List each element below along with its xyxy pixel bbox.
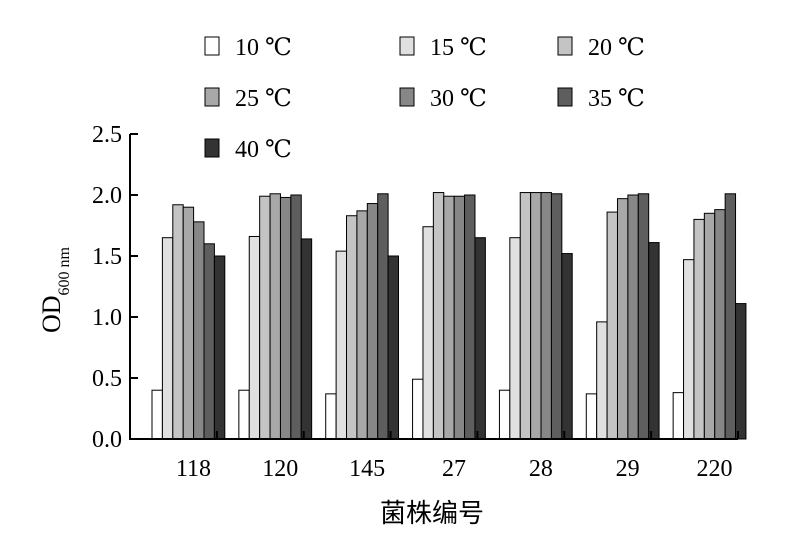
bar-29-5 xyxy=(637,193,650,440)
bar-145-2 xyxy=(346,215,358,440)
bar-220-2 xyxy=(693,218,705,440)
bar-145-4 xyxy=(366,203,379,440)
bar-120-1 xyxy=(248,235,261,440)
legend-swatch-1 xyxy=(399,36,415,56)
bar-118-0 xyxy=(151,389,163,440)
bar-29-1 xyxy=(596,321,608,440)
x-tick-label: 118 xyxy=(176,456,211,482)
bar-220-5 xyxy=(724,193,737,440)
y-tick-label: 0.0 xyxy=(92,427,122,453)
x-tick-label: 28 xyxy=(529,456,553,482)
legend-label-0: 10 ℃ xyxy=(235,35,292,61)
bar-118-4 xyxy=(193,221,205,440)
bar-29-4 xyxy=(627,194,639,440)
x-tick-label: 120 xyxy=(262,456,298,482)
bar-28-6 xyxy=(561,253,573,440)
legend-swatch-2 xyxy=(557,36,573,56)
x-ticks: 118 120 145 27 28 29 220 xyxy=(176,431,739,482)
y-axis-title-main: OD xyxy=(37,295,66,333)
bar-220-4 xyxy=(714,209,726,440)
bar-118-3 xyxy=(182,206,195,440)
y-tick-label: 1.5 xyxy=(92,244,122,270)
x-tick-label: 145 xyxy=(349,456,385,482)
bar-27-6 xyxy=(474,237,486,440)
bar-120-6 xyxy=(300,238,313,440)
bar-118-5 xyxy=(203,243,215,440)
bar-28-3 xyxy=(530,192,542,440)
bar-28-4 xyxy=(540,192,552,440)
y-axis-title: OD600 nm xyxy=(37,246,73,333)
bar-120-4 xyxy=(279,196,292,440)
y-tick-label: 2.0 xyxy=(92,183,122,209)
bar-220-6 xyxy=(735,303,747,440)
bar-29-6 xyxy=(648,242,660,440)
bar-29-3 xyxy=(616,198,629,440)
bar-27-4 xyxy=(453,195,466,440)
x-tick-label: 27 xyxy=(442,456,466,482)
bar-220-3 xyxy=(703,212,716,440)
legend-label-1: 15 ℃ xyxy=(430,35,487,61)
bar-145-1 xyxy=(335,250,348,440)
bar-120-2 xyxy=(259,195,271,440)
x-tick-label: 29 xyxy=(616,456,640,482)
legend-label-3: 25 ℃ xyxy=(235,86,292,112)
legend-swatch-4 xyxy=(399,87,415,107)
bar-28-5 xyxy=(550,193,563,440)
legend-label-5: 35 ℃ xyxy=(588,86,645,112)
legend-label-6: 40 ℃ xyxy=(235,137,292,163)
bar-27-3 xyxy=(443,195,455,440)
bar-145-6 xyxy=(387,255,400,440)
legend-swatch-5 xyxy=(557,87,573,107)
bar-28-0 xyxy=(498,389,511,440)
y-tick-label: 1.0 xyxy=(92,305,122,331)
bar-120-5 xyxy=(290,194,302,440)
legend: 10 ℃ 15 ℃ 20 ℃ 25 ℃ 30 ℃ 35 ℃ 40 ℃ xyxy=(204,35,645,163)
legend-swatch-6 xyxy=(204,138,220,158)
bar-27-2 xyxy=(432,192,445,440)
axes xyxy=(129,134,738,440)
y-ticks: 0.0 0.5 1.0 1.5 2.0 2.5 xyxy=(92,122,138,453)
legend-label-2: 20 ℃ xyxy=(588,35,645,61)
legend-label-4: 30 ℃ xyxy=(430,86,487,112)
bar-28-2 xyxy=(519,192,532,440)
bar-27-0 xyxy=(412,378,424,440)
bar-220-1 xyxy=(683,259,695,440)
x-axis-title: 菌株编号 xyxy=(380,499,484,529)
bar-145-0 xyxy=(325,393,337,440)
bar-27-1 xyxy=(422,226,434,440)
bar-118-6 xyxy=(213,255,226,440)
bars xyxy=(151,192,747,440)
bar-29-0 xyxy=(585,393,598,440)
bar-120-3 xyxy=(269,193,281,440)
legend-swatch-3 xyxy=(204,87,220,107)
bar-220-0 xyxy=(672,392,685,440)
x-tick-label: 220 xyxy=(697,456,733,482)
bar-118-1 xyxy=(161,237,174,440)
bar-29-2 xyxy=(606,211,618,440)
bar-28-1 xyxy=(509,237,521,440)
bar-145-5 xyxy=(377,193,389,440)
bar-118-2 xyxy=(172,204,184,440)
y-tick-label: 2.5 xyxy=(92,122,122,148)
bar-27-5 xyxy=(464,194,476,440)
y-axis-title-sub: 600 nm xyxy=(56,246,73,295)
legend-swatch-0 xyxy=(204,36,220,56)
y-tick-label: 0.5 xyxy=(92,366,122,392)
bar-120-0 xyxy=(238,389,250,440)
bar-145-3 xyxy=(356,210,368,440)
